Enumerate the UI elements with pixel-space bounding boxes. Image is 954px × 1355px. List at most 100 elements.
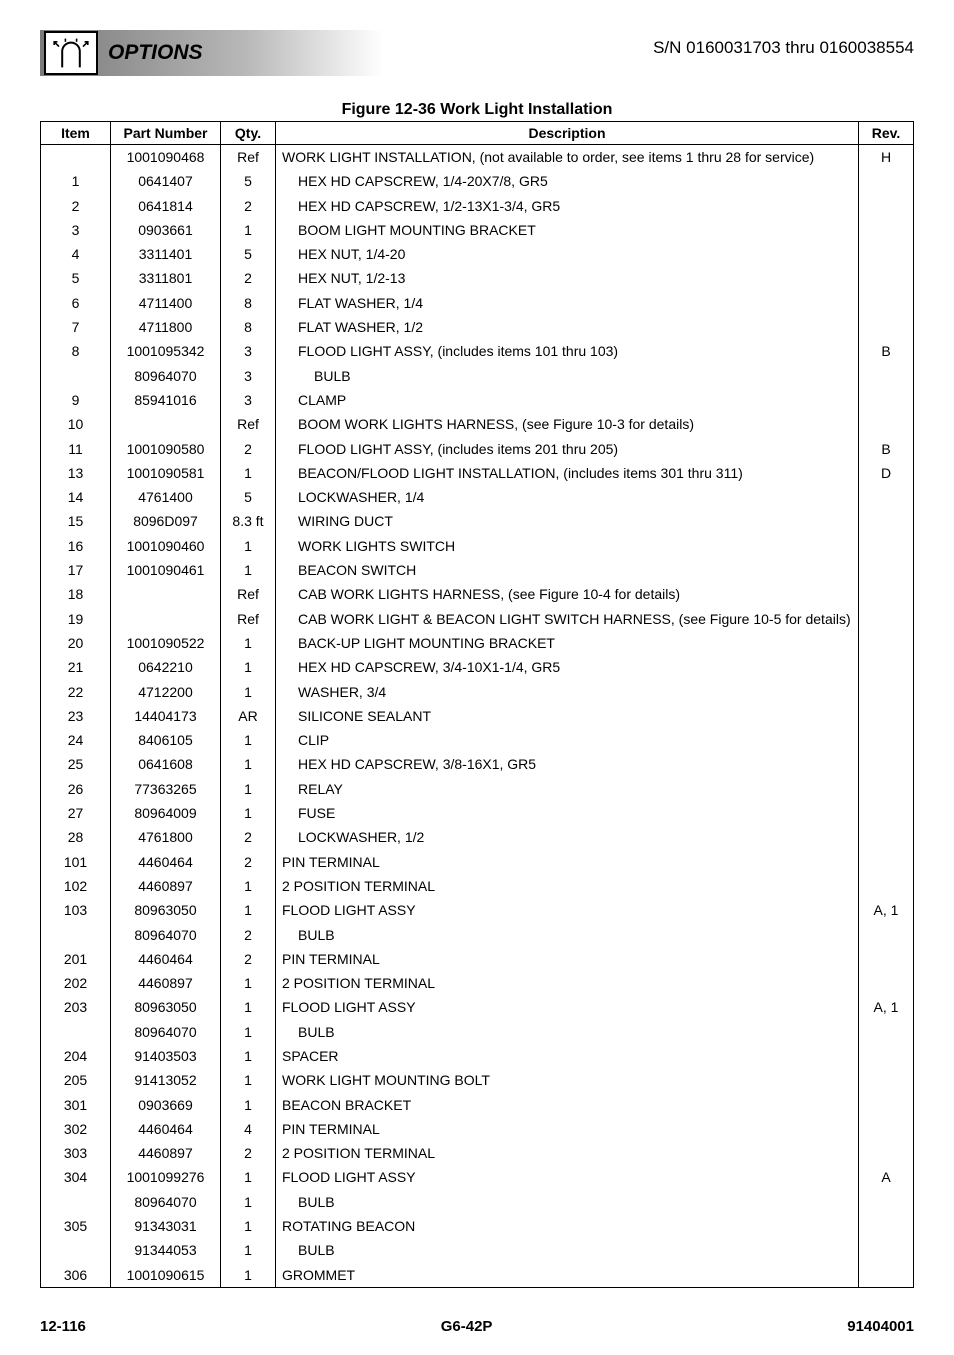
cell-item: 20 (41, 631, 111, 655)
cell-description: BULB (276, 923, 859, 947)
cell-description: HEX HD CAPSCREW, 1/2-13X1-3/4, GR5 (276, 194, 859, 218)
cell-item: 21 (41, 655, 111, 679)
cell-rev (859, 607, 914, 631)
cell-qty: 1 (221, 461, 276, 485)
cell-rev (859, 971, 914, 995)
cell-partnumber: 0641608 (111, 752, 221, 776)
cell-partnumber: 4460897 (111, 874, 221, 898)
cell-qty: 1 (221, 1044, 276, 1068)
cell-description: WORK LIGHT INSTALLATION, (not available … (276, 145, 859, 170)
cell-item (41, 1238, 111, 1262)
cell-description: BEACON/FLOOD LIGHT INSTALLATION, (includ… (276, 461, 859, 485)
cell-item: 27 (41, 801, 111, 825)
table-row: 27809640091FUSE (41, 801, 914, 825)
cell-rev: B (859, 339, 914, 363)
cell-partnumber: 8096D097 (111, 509, 221, 533)
table-row: 106414075HEX HD CAPSCREW, 1/4-20X7/8, GR… (41, 169, 914, 193)
cell-description: SILICONE SEALANT (276, 704, 859, 728)
table-row: 533118012HEX NUT, 1/2-13 (41, 266, 914, 290)
cell-item: 205 (41, 1068, 111, 1092)
table-row: 810010953423FLOOD LIGHT ASSY, (includes … (41, 339, 914, 363)
cell-partnumber: 0903661 (111, 218, 221, 242)
cell-item: 103 (41, 898, 111, 922)
cell-description: BULB (276, 1190, 859, 1214)
cell-partnumber: 1001090615 (111, 1263, 221, 1288)
table-row: 2106422101HEX HD CAPSCREW, 3/4-10X1-1/4,… (41, 655, 914, 679)
cell-description: FLOOD LIGHT ASSY, (includes items 201 th… (276, 437, 859, 461)
cell-qty: 1 (221, 801, 276, 825)
cell-qty: 2 (221, 266, 276, 290)
cell-item: 6 (41, 291, 111, 315)
cell-partnumber: 4460897 (111, 971, 221, 995)
cell-partnumber: 80964070 (111, 1020, 221, 1044)
cell-rev (859, 388, 914, 412)
table-row: 10RefBOOM WORK LIGHTS HARNESS, (see Figu… (41, 412, 914, 436)
cell-description: LOCKWASHER, 1/2 (276, 825, 859, 849)
cell-item (41, 145, 111, 170)
table-row: 202446089712 POSITION TERMINAL (41, 971, 914, 995)
cell-rev (859, 728, 914, 752)
cell-description: FLAT WASHER, 1/2 (276, 315, 859, 339)
cell-qty: 8 (221, 291, 276, 315)
cell-description: BEACON BRACKET (276, 1093, 859, 1117)
table-row: 204914035031SPACER (41, 1044, 914, 1068)
cell-qty: 3 (221, 339, 276, 363)
cell-partnumber: 3311401 (111, 242, 221, 266)
cell-partnumber: 1001095342 (111, 339, 221, 363)
cell-partnumber: 77363265 (111, 777, 221, 801)
cell-rev (859, 1020, 914, 1044)
cell-partnumber: 3311801 (111, 266, 221, 290)
cell-description: CAB WORK LIGHT & BEACON LIGHT SWITCH HAR… (276, 607, 859, 631)
table-header-row: Item Part Number Qty. Description Rev. (41, 122, 914, 145)
cell-rev (859, 534, 914, 558)
cell-description: WORK LIGHTS SWITCH (276, 534, 859, 558)
footer-page: 12-116 (40, 1318, 86, 1335)
cell-partnumber: 80963050 (111, 995, 221, 1019)
cell-qty: 1 (221, 971, 276, 995)
cell-item: 304 (41, 1165, 111, 1189)
cell-description: GROMMET (276, 1263, 859, 1288)
cell-rev (859, 1238, 914, 1262)
cell-rev (859, 169, 914, 193)
cell-qty: 1 (221, 680, 276, 704)
cell-description: CLIP (276, 728, 859, 752)
cell-rev (859, 704, 914, 728)
cell-partnumber: 4761800 (111, 825, 221, 849)
cell-rev: A, 1 (859, 995, 914, 1019)
cell-qty: 2 (221, 194, 276, 218)
cell-description: WIRING DUCT (276, 509, 859, 533)
cell-description: 2 POSITION TERMINAL (276, 874, 859, 898)
cell-item: 7 (41, 315, 111, 339)
cell-partnumber: 8406105 (111, 728, 221, 752)
table-row: 20144604642PIN TERMINAL (41, 947, 914, 971)
cell-description: FLOOD LIGHT ASSY (276, 898, 859, 922)
cell-item: 306 (41, 1263, 111, 1288)
table-row: 1110010905802FLOOD LIGHT ASSY, (includes… (41, 437, 914, 461)
table-row: 747118008FLAT WASHER, 1/2 (41, 315, 914, 339)
cell-item (41, 364, 111, 388)
cell-partnumber: 91344053 (111, 1238, 221, 1262)
cell-description: CLAMP (276, 388, 859, 412)
cell-rev (859, 1093, 914, 1117)
cell-description: FLOOD LIGHT ASSY (276, 1165, 859, 1189)
table-row: 30410010992761FLOOD LIGHT ASSYA (41, 1165, 914, 1189)
footer-model: G6-42P (441, 1318, 493, 1335)
cell-item: 16 (41, 534, 111, 558)
cell-partnumber: 0641814 (111, 194, 221, 218)
cell-qty: 5 (221, 485, 276, 509)
cell-rev (859, 1068, 914, 1092)
cell-partnumber (111, 582, 221, 606)
table-row: 18RefCAB WORK LIGHTS HARNESS, (see Figur… (41, 582, 914, 606)
cell-item: 24 (41, 728, 111, 752)
cell-partnumber: 14404173 (111, 704, 221, 728)
cell-partnumber: 80964070 (111, 364, 221, 388)
table-row: 2010010905221BACK-UP LIGHT MOUNTING BRAC… (41, 631, 914, 655)
cell-description: SPACER (276, 1044, 859, 1068)
cell-partnumber: 91403503 (111, 1044, 221, 1068)
table-row: 809640701BULB (41, 1190, 914, 1214)
col-header-partnumber: Part Number (111, 122, 221, 145)
cell-partnumber: 4711800 (111, 315, 221, 339)
cell-qty: 1 (221, 777, 276, 801)
cell-rev (859, 266, 914, 290)
table-row: 205914130521WORK LIGHT MOUNTING BOLT (41, 1068, 914, 1092)
